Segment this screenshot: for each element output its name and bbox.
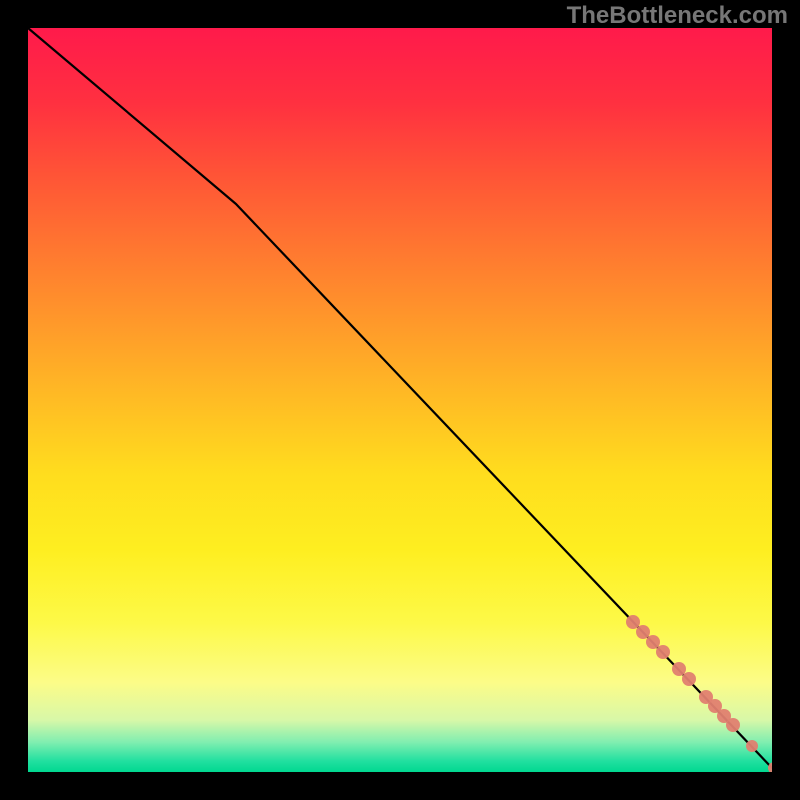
data-point <box>726 718 740 732</box>
data-point <box>672 662 686 676</box>
data-point <box>646 635 660 649</box>
data-point <box>682 672 696 686</box>
data-point <box>656 645 670 659</box>
data-point <box>746 740 758 752</box>
data-point <box>626 615 640 629</box>
data-point <box>636 625 650 639</box>
chart-svg <box>28 28 772 772</box>
watermark-label: TheBottleneck.com <box>567 2 788 30</box>
chart-plot-area <box>28 28 772 772</box>
chart-background <box>28 28 772 772</box>
